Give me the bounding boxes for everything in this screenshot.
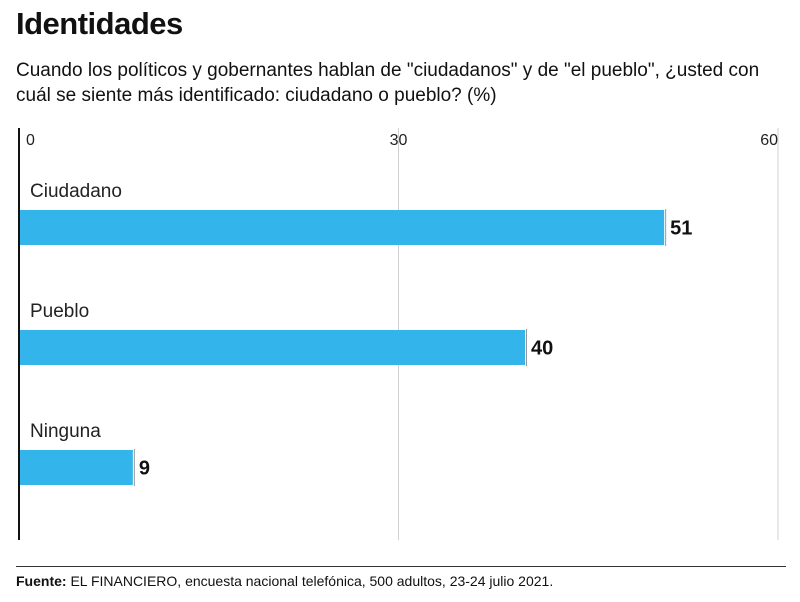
source-label: Fuente: bbox=[16, 573, 67, 589]
data-label-ninguna: 9 bbox=[139, 458, 150, 480]
source-note: Fuente: EL FINANCIERO, encuesta nacional… bbox=[16, 573, 553, 589]
footer-divider bbox=[16, 566, 786, 567]
bar-ciudadano bbox=[19, 210, 665, 245]
source-text: EL FINANCIERO, encuesta nacional telefón… bbox=[66, 573, 554, 589]
bar-pueblo bbox=[19, 330, 525, 365]
x-tick-label-0: 0 bbox=[26, 132, 35, 149]
bar-ninguna bbox=[19, 450, 133, 485]
chart-title: Identidades bbox=[16, 6, 183, 41]
category-label-ninguna: Ninguna bbox=[30, 421, 101, 442]
category-label-pueblo: Pueblo bbox=[30, 301, 89, 322]
x-tick-label-30: 30 bbox=[390, 132, 408, 149]
bar-chart: 0 30 60 Ciudadano 51 Pueblo 40 Ninguna 9 bbox=[18, 128, 779, 540]
data-label-pueblo: 40 bbox=[531, 338, 553, 360]
x-tick-label-60: 60 bbox=[760, 132, 778, 149]
category-label-ciudadano: Ciudadano bbox=[30, 181, 122, 202]
data-label-ciudadano: 51 bbox=[670, 218, 692, 240]
chart-subtitle: Cuando los políticos y gobernantes habla… bbox=[16, 60, 760, 106]
